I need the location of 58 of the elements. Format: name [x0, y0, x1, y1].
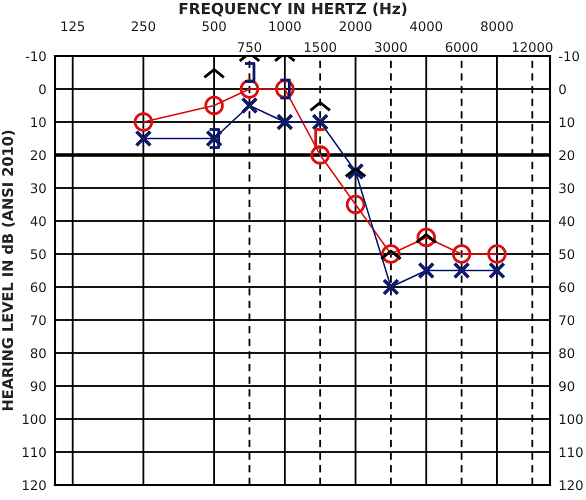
point: [381, 244, 401, 264]
y2-tick-label: 70: [559, 315, 574, 326]
point: [310, 145, 330, 165]
y-tick-label: 60: [30, 282, 46, 292]
point: [134, 112, 154, 132]
point: [452, 262, 470, 280]
y-tick-label: -10: [26, 51, 46, 62]
point: [312, 113, 329, 131]
y2-tick-label: -10: [558, 51, 580, 62]
x-tick-label: 250: [132, 21, 156, 32]
point: [488, 262, 506, 280]
y-tick-label: 120: [22, 480, 46, 490]
point: [205, 130, 223, 148]
y-tick-label: 100: [22, 414, 46, 424]
y2-tick-label: 30: [559, 183, 574, 194]
point: [452, 244, 472, 264]
x-tick-label: 8000: [481, 21, 513, 32]
x-tick-label: 2000: [340, 21, 372, 32]
y2-tick-label: 90: [559, 381, 574, 392]
y2-tick-label: 120: [560, 480, 583, 490]
y-tick-label: 40: [30, 216, 46, 226]
y2-tick-label: 100: [560, 414, 583, 424]
point: [240, 96, 258, 114]
y2-tick-label: 20: [559, 150, 574, 160]
point: [487, 244, 507, 264]
y2-tick-label: 10: [560, 117, 574, 128]
y-tick-label: 80: [30, 348, 46, 358]
x-tick-label: 3000: [375, 42, 407, 52]
point: [134, 130, 152, 148]
x-tick-label: 500: [202, 21, 226, 32]
chart-title: FREQUENCY IN HERTZ (Hz): [180, 2, 406, 16]
y2-tick-label: 40: [558, 216, 574, 226]
x-tick-label: 750: [238, 42, 262, 52]
x-tick-label: 1000: [269, 21, 301, 32]
y-tick-label: 30: [30, 183, 46, 194]
y-tick-label: 50: [30, 249, 46, 260]
x-tick-label: 12000: [512, 42, 552, 52]
y-tick-label: 110: [22, 447, 46, 458]
point: [276, 113, 294, 131]
y-tick-label: 0: [39, 84, 46, 94]
y2-tick-label: 80: [559, 348, 574, 358]
y2-tick-label: 0: [559, 84, 566, 94]
x-tick-label: 1500: [304, 42, 336, 52]
point: [204, 96, 224, 116]
x-tick-label: 4000: [410, 21, 442, 32]
y-tick-label: 20: [30, 150, 46, 160]
point: [418, 262, 435, 280]
y2-tick-label: 60: [559, 282, 574, 292]
point: [382, 278, 400, 296]
point: [346, 194, 366, 214]
y2-tick-label: 110: [560, 447, 583, 458]
y-axis-title: HEARING LEVEL IN dB (ANSI 2010): [2, 130, 15, 410]
y-tick-label: 10: [31, 117, 46, 128]
y2-tick-label: 50: [559, 249, 574, 260]
x-tick-label: 125: [62, 21, 84, 32]
y-tick-label: 70: [30, 315, 46, 326]
y-tick-label: 90: [30, 381, 46, 392]
x-tick-label: 6000: [446, 42, 478, 52]
